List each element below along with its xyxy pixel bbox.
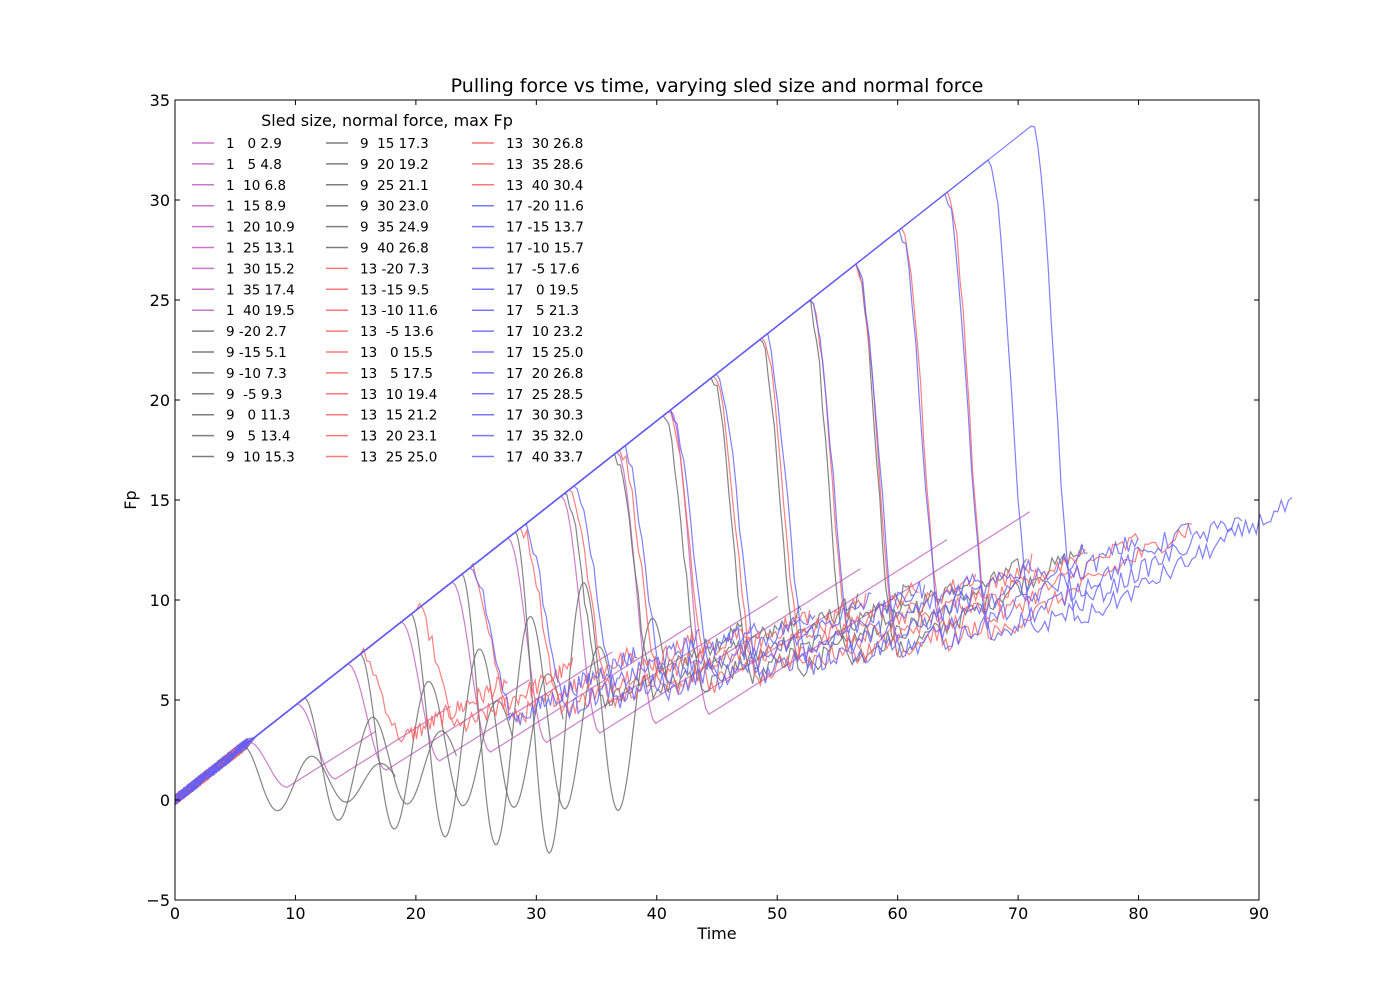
x-tick-label: 50 <box>767 904 787 923</box>
x-tick-label: 70 <box>1008 904 1028 923</box>
x-tick-label: 90 <box>1249 904 1269 923</box>
legend-entry: 9 5 13.4 <box>226 429 290 445</box>
legend-entry: 17 25 28.5 <box>506 387 583 403</box>
y-tick-label: 15 <box>150 491 170 510</box>
legend-entry: 17 -5 17.6 <box>506 261 580 277</box>
x-tick-label: 80 <box>1128 904 1148 923</box>
legend-entry: 17 35 32.0 <box>506 429 583 445</box>
series-line <box>174 125 1293 800</box>
y-tick-label: 25 <box>150 291 170 310</box>
legend-entry: 17 15 25.0 <box>506 345 583 361</box>
legend-entry: 9 40 26.8 <box>360 241 429 257</box>
legend-entry: 13 40 30.4 <box>506 178 583 194</box>
legend-entry: 13 30 26.8 <box>506 136 583 152</box>
x-axis-label: Time <box>696 924 736 943</box>
legend-entry: 9 -5 9.3 <box>226 387 282 403</box>
y-tick-label: 35 <box>150 91 170 110</box>
legend-entry: 1 5 4.8 <box>226 157 282 173</box>
legend-entry: 13 15 21.2 <box>360 408 437 424</box>
legend-entry: 17 40 33.7 <box>506 450 583 466</box>
legend-entry: 17 10 23.2 <box>506 324 583 340</box>
legend-entry: 9 -10 7.3 <box>226 366 287 382</box>
legend-entry: 1 35 17.4 <box>226 282 295 298</box>
y-tick-label: 0 <box>160 791 170 810</box>
x-tick-label: 20 <box>406 904 426 923</box>
legend-entry: 17 30 30.3 <box>506 408 583 424</box>
legend-entry: 9 -15 5.1 <box>226 345 287 361</box>
legend-entry: 13 25 25.0 <box>360 450 437 466</box>
legend-entry: 1 0 2.9 <box>226 136 282 152</box>
legend-entry: 1 25 13.1 <box>226 241 295 257</box>
legend-title: Sled size, normal force, max Fp <box>261 111 513 130</box>
legend-entry: 17 20 26.8 <box>506 366 583 382</box>
legend-entry: 1 10 6.8 <box>226 178 286 194</box>
legend-entry: 9 30 23.0 <box>360 199 429 215</box>
y-tick-label: 5 <box>160 691 170 710</box>
legend-entry: 9 10 15.3 <box>226 450 295 466</box>
legend-entry: 13 -10 11.6 <box>360 303 438 319</box>
legend-entry: 1 40 19.5 <box>226 303 295 319</box>
x-tick-label: 30 <box>526 904 546 923</box>
legend-entry: 17 0 19.5 <box>506 282 579 298</box>
legend-entry: 9 25 21.1 <box>360 178 429 194</box>
legend-entry: 13 5 17.5 <box>360 366 433 382</box>
chart-title: Pulling force vs time, varying sled size… <box>451 75 984 97</box>
x-tick-label: 0 <box>170 904 180 923</box>
x-tick-label: 60 <box>887 904 907 923</box>
legend-entry: 13 -5 13.6 <box>360 324 434 340</box>
legend-entry: 13 -20 7.3 <box>360 261 429 277</box>
y-tick-label: 10 <box>150 591 170 610</box>
y-tick-label: 30 <box>150 191 170 210</box>
y-axis-label: Fp <box>121 490 140 509</box>
legend-entry: 13 35 28.6 <box>506 157 583 173</box>
y-tick-label: 20 <box>150 391 170 410</box>
legend-entry: 1 30 15.2 <box>226 261 295 277</box>
series-layer <box>174 125 1293 855</box>
legend-entry: 9 0 11.3 <box>226 408 290 424</box>
x-tick-label: 10 <box>285 904 305 923</box>
legend-entry: 9 -20 2.7 <box>226 324 287 340</box>
legend-entry: 13 0 15.5 <box>360 345 433 361</box>
legend-entry: 17 -20 11.6 <box>506 199 584 215</box>
legend-entry: 13 -15 9.5 <box>360 282 429 298</box>
y-tick-label: −5 <box>146 891 170 910</box>
legend-entry: 9 20 19.2 <box>360 157 429 173</box>
legend-entry: 13 20 23.1 <box>360 429 437 445</box>
legend-entry: 1 20 10.9 <box>226 220 295 236</box>
legend: Sled size, normal force, max Fp 1 0 2.9 1 … <box>192 111 584 466</box>
legend-entry: 17 -10 15.7 <box>506 241 584 257</box>
legend-entry: 9 15 17.3 <box>360 136 429 152</box>
legend-entry: 9 35 24.9 <box>360 220 429 236</box>
legend-entry: 17 5 21.3 <box>506 303 579 319</box>
x-tick-label: 40 <box>647 904 667 923</box>
legend-entry: 13 10 19.4 <box>360 387 437 403</box>
legend-entry: 1 15 8.9 <box>226 199 286 215</box>
legend-entry: 17 -15 13.7 <box>506 220 584 236</box>
